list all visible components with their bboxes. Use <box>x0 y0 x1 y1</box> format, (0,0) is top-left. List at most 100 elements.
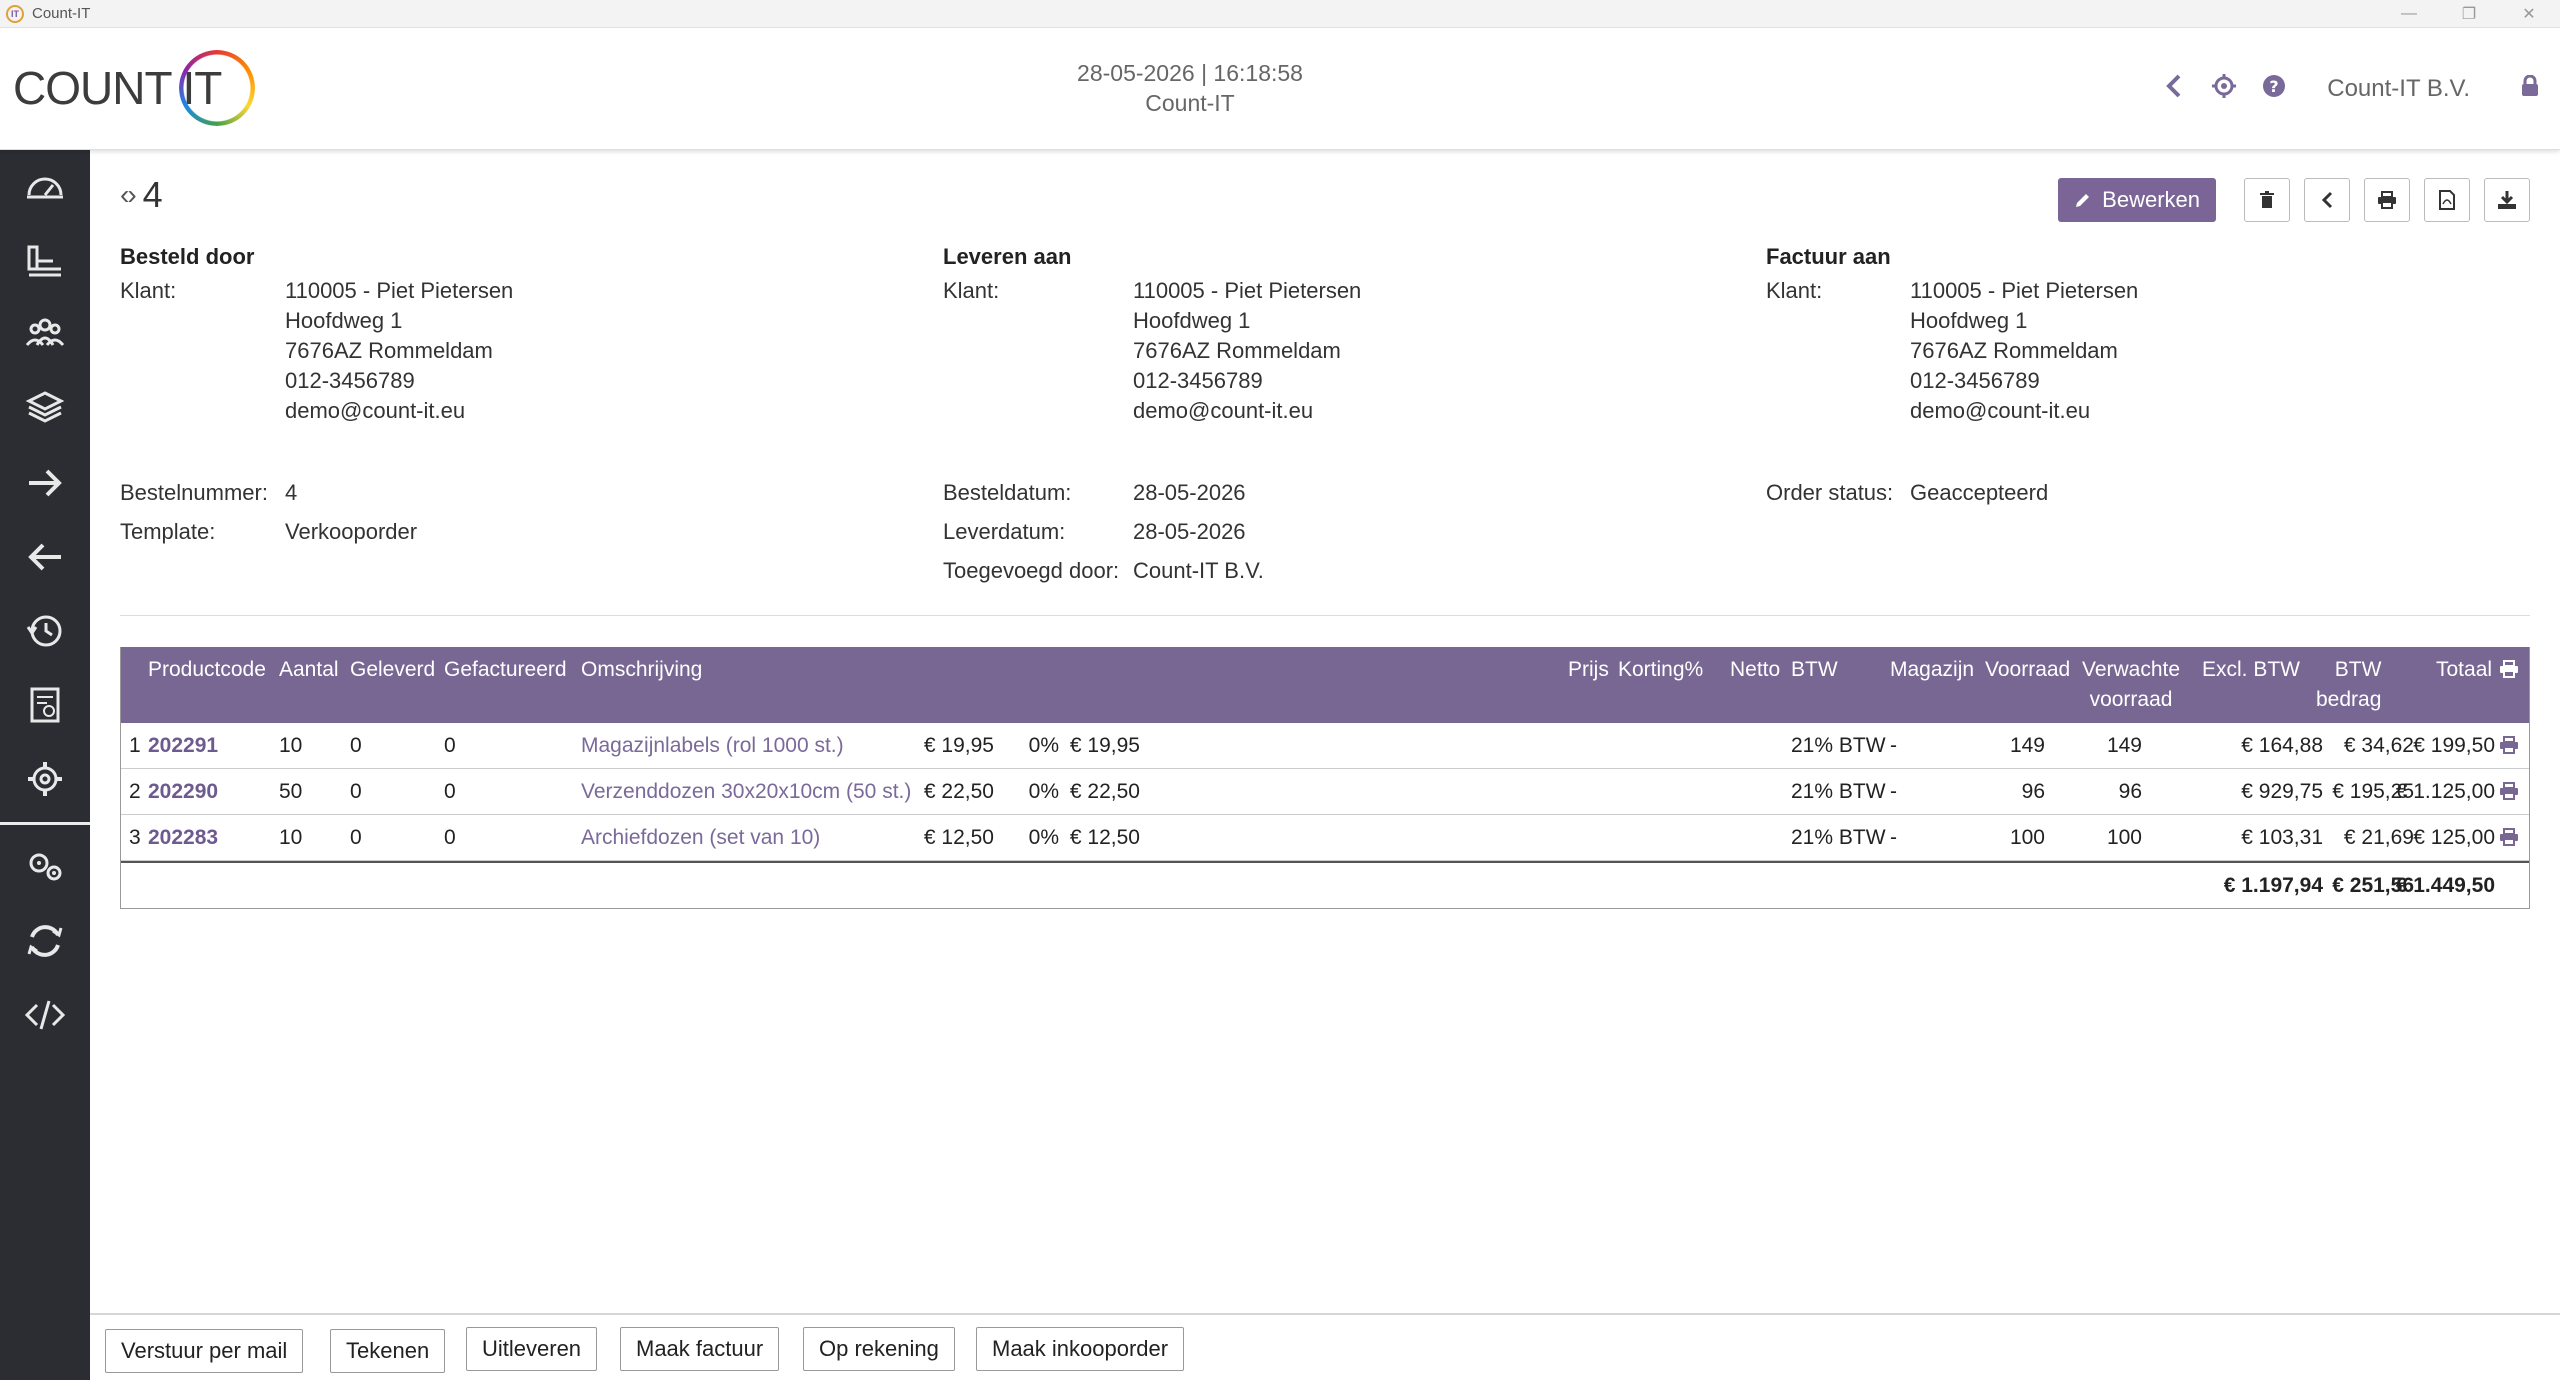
cell-korting: 0% <box>1028 734 1059 757</box>
product-code-link[interactable]: 202283 <box>148 826 219 849</box>
sign-button[interactable]: Tekenen <box>330 1329 446 1373</box>
product-code-link[interactable]: 202291 <box>148 734 219 757</box>
reports-icon[interactable] <box>0 668 90 742</box>
table-row[interactable]: 3 202283 10 0 0 Archiefdozen (set van 10) € 12… <box>121 815 2529 861</box>
chevron-left-icon <box>2321 191 2333 209</box>
col-netto[interactable]: Netto <box>1730 658 1781 681</box>
history-icon[interactable] <box>0 594 90 668</box>
incoming-icon[interactable] <box>0 520 90 594</box>
col-productcode[interactable]: Productcode <box>148 658 266 681</box>
order-status-label: Order status: <box>1766 480 1894 505</box>
company-name[interactable]: Count-IT B.V. <box>2327 75 2470 102</box>
relations-icon[interactable] <box>0 298 90 372</box>
deliver-button[interactable]: Uitleveren <box>466 1327 598 1371</box>
print-line-icon[interactable] <box>2499 779 2519 809</box>
back-button[interactable] <box>2304 178 2350 222</box>
cell-btw-bedrag: € 34,62 <box>2343 734 2414 757</box>
order-date: 28-05-2026 <box>1133 480 1246 505</box>
desk-icon[interactable] <box>0 224 90 298</box>
print-line-icon[interactable] <box>2499 733 2519 763</box>
row-number: 1 <box>129 734 141 757</box>
count-it-logo[interactable]: COUNT IT <box>13 48 256 128</box>
make-invoice-button[interactable]: Maak factuur <box>620 1327 780 1371</box>
sync-icon[interactable] <box>0 904 90 978</box>
template-label: Template: <box>120 519 216 544</box>
address-email[interactable]: demo@count-it.eu <box>1133 398 1314 423</box>
cell-aantal: 50 <box>279 780 303 803</box>
back-icon[interactable] <box>2149 73 2199 106</box>
col-verwachte-line1: Verwachte <box>2082 658 2181 681</box>
print-button[interactable] <box>2364 178 2410 222</box>
col-voorraad[interactable]: Voorraad <box>1985 658 2071 681</box>
customer-link[interactable]: 110005 - Piet Pietersen <box>1133 278 1362 303</box>
send-mail-button[interactable]: Verstuur per mail <box>105 1329 304 1373</box>
col-magazijn[interactable]: Magazijn <box>1890 658 1975 681</box>
lock-icon[interactable] <box>2500 74 2560 103</box>
cell-excl-btw: € 103,31 <box>2241 826 2323 849</box>
dashboard-icon[interactable] <box>0 150 90 224</box>
col-btw-bedrag[interactable]: BTW bedrag <box>2316 655 2381 715</box>
help-icon[interactable]: ? <box>2249 74 2299 105</box>
pencil-icon <box>2076 194 2090 207</box>
description-link[interactable]: Magazijnlabels (rol 1000 st.) <box>581 734 844 757</box>
col-omschrijving[interactable]: Omschrijving <box>581 658 703 681</box>
delivery-date: 28-05-2026 <box>1133 519 1246 544</box>
col-excl-btw[interactable]: Excl. BTW <box>2202 658 2300 681</box>
address-title: Besteld door <box>120 244 255 269</box>
description-link[interactable]: Archiefdozen (set van 10) <box>581 826 821 849</box>
order-status: Geaccepteerd <box>1910 480 2049 505</box>
cell-excl-btw: € 929,75 <box>2241 780 2323 803</box>
pdf-button[interactable] <box>2424 178 2470 222</box>
added-by: Count-IT B.V. <box>1133 558 1264 583</box>
sidebar-divider <box>0 822 90 825</box>
address-street: Hoofdweg 1 <box>1133 308 1251 333</box>
address-title: Leveren aan <box>943 244 1072 269</box>
customer-link[interactable]: 110005 - Piet Pietersen <box>1910 278 2139 303</box>
print-all-icon[interactable] <box>2499 657 2519 687</box>
on-account-button[interactable]: Op rekening <box>803 1327 955 1371</box>
address-label: Klant: <box>1766 278 1823 303</box>
main-content: ‹› 4 Bewerken Besteld door Klant: 110005 … <box>90 150 2560 1315</box>
col-prijs[interactable]: Prijs <box>1568 658 1609 681</box>
cell-gefactureerd: 0 <box>444 780 456 803</box>
close-icon[interactable]: ✕ <box>2522 6 2536 23</box>
advanced-settings-icon[interactable] <box>0 830 90 904</box>
col-aantal[interactable]: Aantal <box>279 658 339 681</box>
col-korting[interactable]: Korting% <box>1618 658 1704 681</box>
col-verwachte-voorraad[interactable]: Verwachte voorraad <box>2082 655 2180 715</box>
cell-korting: 0% <box>1028 826 1059 849</box>
cell-gefactureerd: 0 <box>444 826 456 849</box>
col-totaal[interactable]: Totaal <box>2436 658 2493 681</box>
col-btw[interactable]: BTW <box>1791 658 1838 681</box>
table-row[interactable]: 1 202291 10 0 0 Magazijnlabels (rol 1000 st.)… <box>121 723 2529 769</box>
description-link[interactable]: Verzenddozen 30x20x10cm (50 st.) <box>581 780 912 803</box>
col-gefactureerd[interactable]: Gefactureerd <box>444 658 567 681</box>
product-code-link[interactable]: 202290 <box>148 780 219 803</box>
col-geleverd[interactable]: Geleverd <box>350 658 436 681</box>
table-row[interactable]: 2 202290 50 0 0 Verzenddozen 30x20x10cm (50 s… <box>121 769 2529 815</box>
download-button[interactable] <box>2484 178 2530 222</box>
products-icon[interactable] <box>0 372 90 446</box>
outgoing-icon[interactable] <box>0 446 90 520</box>
make-purchase-order-button[interactable]: Maak inkooporder <box>976 1327 1185 1371</box>
cell-btw: 21% BTW <box>1791 734 1886 757</box>
print-line-icon[interactable] <box>2499 825 2519 855</box>
edit-button[interactable]: Bewerken <box>2058 178 2216 222</box>
total-btw-bedrag: € 251,56 <box>2332 874 2414 897</box>
restore-icon[interactable]: ❐ <box>2461 6 2477 23</box>
address-email[interactable]: demo@count-it.eu <box>285 398 466 423</box>
delivery-date-label: Leverdatum: <box>943 519 1066 544</box>
settings-icon[interactable] <box>2199 73 2249 106</box>
cell-geleverd: 0 <box>350 780 362 803</box>
cell-magazijn: - <box>1890 780 1897 803</box>
order-meta-right: Order status: Geaccepteerd <box>1766 473 2048 512</box>
developer-icon[interactable] <box>0 978 90 1052</box>
address-email[interactable]: demo@count-it.eu <box>1910 398 2091 423</box>
minimize-icon[interactable]: — <box>2401 5 2417 22</box>
bottom-action-bar: Verstuur per mail Tekenen Uitleveren Maa… <box>90 1313 2560 1380</box>
record-prev-next-icon[interactable]: ‹› <box>120 179 137 210</box>
settings-gear-icon[interactable] <box>0 742 90 816</box>
customer-link[interactable]: 110005 - Piet Pietersen <box>285 278 514 303</box>
address-street: Hoofdweg 1 <box>1910 308 2028 333</box>
delete-button[interactable] <box>2244 178 2290 222</box>
